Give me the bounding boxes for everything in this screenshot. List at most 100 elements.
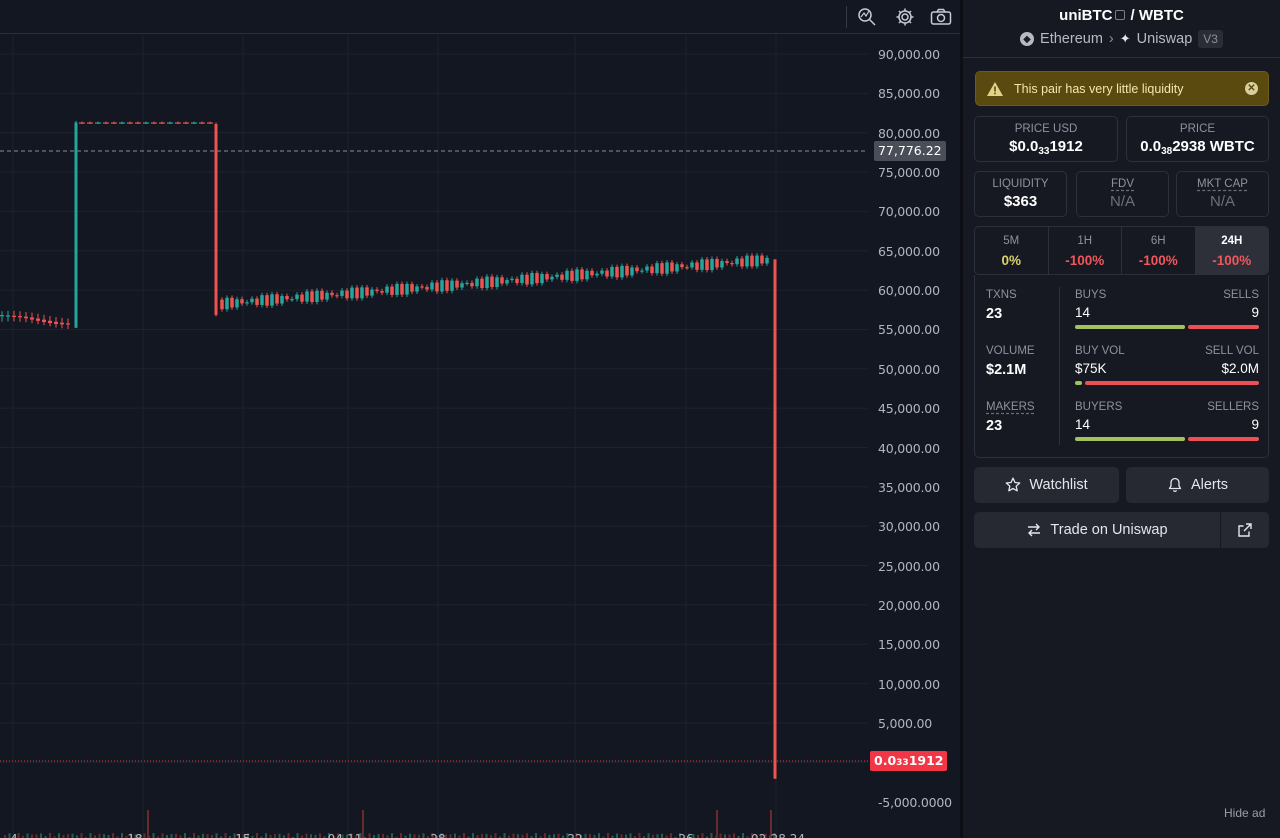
volume-bar: [724, 834, 726, 838]
volume-bar: [760, 834, 762, 838]
volume-bar: [674, 836, 677, 838]
trade-stats: TXNS 23 VOLUME $2.1M MAKERS 23 BUYS SELLS 14…: [974, 275, 1269, 458]
price-usd-tail: 1912: [1049, 138, 1083, 155]
price-native-value: 0.0382938 WBTC: [1127, 138, 1268, 157]
volume-bar: [431, 833, 434, 838]
current-price-lead: 0.0: [874, 753, 897, 768]
candle-body: [225, 297, 229, 310]
candle-body: [270, 294, 274, 306]
candle-body: [375, 289, 379, 292]
candle-body: [650, 266, 654, 274]
candle-body: [207, 122, 213, 124]
search-indicator-icon[interactable]: [855, 5, 879, 29]
volume-bar: [710, 833, 713, 838]
volume-bar: [670, 833, 672, 838]
trade-button[interactable]: Trade on Uniswap: [974, 512, 1220, 548]
volume-bar: [296, 833, 299, 838]
candle-body: [440, 280, 444, 292]
candle-body: [685, 267, 689, 269]
camera-icon[interactable]: [929, 5, 953, 29]
candle-body: [430, 282, 434, 290]
price-native-lead: 0.0: [1140, 138, 1162, 155]
volume-bar: [598, 833, 600, 838]
alerts-button[interactable]: Alerts: [1126, 467, 1269, 503]
tab-6h[interactable]: 6H -100%: [1122, 227, 1196, 274]
candle-body: [175, 122, 181, 124]
candle-body: [405, 283, 409, 295]
volume-bar: [503, 833, 506, 838]
candle-body: [570, 270, 574, 281]
hide-ad-link[interactable]: Hide ad: [1224, 806, 1266, 820]
candle-body: [285, 295, 289, 300]
fdv-label[interactable]: FDV: [1111, 178, 1134, 190]
chain-name[interactable]: Ethereum: [1040, 31, 1103, 47]
price-scale[interactable]: 90,000.00 85,000.00 80,000.00 75,000.00 70,0…: [868, 35, 960, 838]
volume-bar: [746, 836, 749, 838]
volume-bar: [287, 833, 290, 838]
volume-bar: [454, 833, 456, 838]
volume-bar: [229, 835, 231, 838]
sellers-value: 9: [1251, 417, 1259, 432]
volume-bar: [620, 834, 623, 838]
volume-bar: [557, 833, 560, 838]
txns-stat: TXNS 23: [986, 289, 1017, 322]
candle-body: [0, 315, 4, 317]
volume-bar: [701, 833, 704, 838]
volume-bar: [328, 833, 330, 838]
volume-bar: [481, 833, 483, 838]
volume-bar: [737, 835, 740, 838]
price-usd-lead: $0.0: [1009, 138, 1039, 155]
external-link-button[interactable]: [1221, 512, 1269, 548]
candle-body: [199, 122, 205, 124]
buy-vol-label: BUY VOL: [1075, 345, 1125, 357]
volume-bar: [463, 833, 465, 838]
candle-body: [425, 286, 429, 290]
volume-bar: [233, 833, 236, 838]
price-tick: 30,000.00: [878, 519, 940, 535]
time-tick: 15: [235, 832, 250, 838]
volume-bar: [652, 834, 654, 838]
mkt-cap-label[interactable]: MKT CAP: [1197, 178, 1248, 190]
candlestick-plot[interactable]: 4 18 15 04-11 28 22 26 02-28 24: [0, 35, 868, 838]
volume-bar: [35, 834, 38, 838]
volume-bar: [188, 836, 191, 838]
volume-bar: [341, 834, 344, 838]
volume-bar: [728, 834, 731, 838]
copy-icon[interactable]: [1115, 10, 1126, 20]
volume-bar: [157, 836, 159, 838]
tab-24h[interactable]: 24H -100%: [1195, 227, 1268, 274]
version-badge: V3: [1198, 30, 1223, 48]
volume-bar: [472, 833, 474, 838]
volume-bar: [179, 835, 182, 838]
volume-bar: [553, 834, 555, 838]
candle-body: [700, 259, 704, 270]
tab-24h-change: -100%: [1212, 253, 1252, 268]
volume-bar: [458, 835, 461, 838]
buyers-label: BUYERS: [1075, 401, 1123, 413]
volume-bar: [580, 835, 582, 838]
volume-bar: [647, 833, 650, 838]
close-icon[interactable]: ✕: [1245, 82, 1258, 95]
price-chart[interactable]: 4 18 15 04-11 28 22 26 02-28 24 90,000.00 85,000…: [0, 0, 960, 838]
tab-5m[interactable]: 5M 0%: [975, 227, 1049, 274]
candle-body: [740, 258, 744, 267]
candle-body: [87, 122, 93, 124]
volume-bar: [314, 834, 317, 838]
candle-body: [590, 270, 594, 276]
alerts-label: Alerts: [1190, 477, 1229, 493]
volume-bar: [751, 833, 753, 838]
volume-bar: [485, 833, 488, 838]
candle-body: [495, 277, 499, 288]
tab-1h[interactable]: 1H -100%: [1049, 227, 1122, 274]
volume-bar: [508, 835, 510, 838]
dex-name[interactable]: Uniswap: [1136, 31, 1193, 47]
makers-label[interactable]: MAKERS: [986, 401, 1035, 413]
volume-bar: [26, 833, 29, 838]
pair-breadcrumb: ◆ Ethereum › ✦ Uniswap V3: [963, 30, 1280, 48]
volume-bar: [17, 833, 20, 838]
tab-5m-label: 5M: [1003, 235, 1020, 247]
gear-icon[interactable]: [893, 5, 917, 29]
watchlist-button[interactable]: Watchlist: [974, 467, 1119, 503]
candle-body: [135, 122, 141, 124]
star-icon: [1006, 477, 1021, 492]
